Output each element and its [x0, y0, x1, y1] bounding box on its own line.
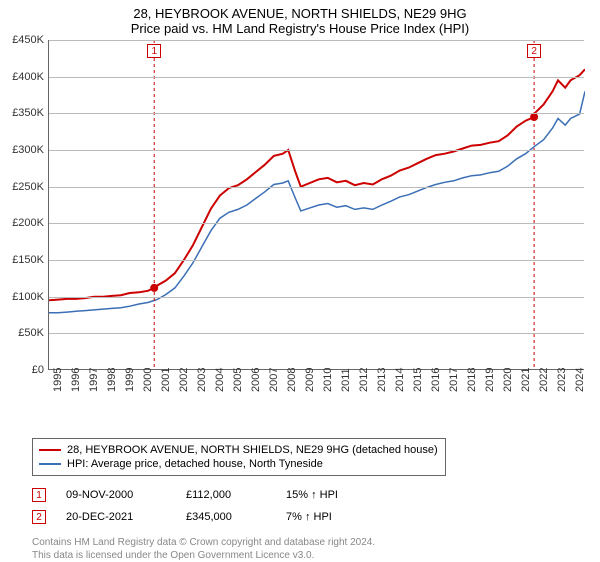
- chart-footer: 28, HEYBROOK AVENUE, NORTH SHIELDS, NE29…: [32, 438, 576, 562]
- series-blue: [49, 91, 585, 312]
- x-axis-label: 2022: [538, 374, 550, 392]
- transaction-hpi: 7% ↑ HPI: [286, 511, 366, 523]
- x-axis-label: 2015: [412, 374, 424, 392]
- x-axis-label: 2023: [556, 374, 568, 392]
- transaction-price: £345,000: [186, 511, 266, 523]
- y-axis-label: £50K: [0, 327, 44, 339]
- x-axis-label: 2008: [286, 374, 298, 392]
- y-axis-label: £150K: [0, 254, 44, 266]
- x-axis-label: 1995: [52, 374, 64, 392]
- x-axis-label: 2000: [142, 374, 154, 392]
- y-axis-label: £200K: [0, 217, 44, 229]
- chart-area: 12 £0£50K£100K£150K£200K£250K£300K£350K£…: [48, 40, 584, 392]
- chart-title-main: 28, HEYBROOK AVENUE, NORTH SHIELDS, NE29…: [0, 6, 600, 21]
- legend-swatch-blue: [39, 463, 61, 465]
- marker-number-box: 1: [147, 44, 161, 58]
- x-axis-label: 2007: [268, 374, 280, 392]
- chart-title-sub: Price paid vs. HM Land Registry's House …: [0, 21, 600, 36]
- x-axis-label: 2003: [196, 374, 208, 392]
- y-axis-label: £0: [0, 364, 44, 376]
- y-axis-label: £300K: [0, 144, 44, 156]
- x-axis-label: 2009: [304, 374, 316, 392]
- x-axis-label: 2017: [448, 374, 460, 392]
- y-axis-label: £400K: [0, 71, 44, 83]
- x-axis-label: 2012: [358, 374, 370, 392]
- attribution-line2: This data is licensed under the Open Gov…: [32, 549, 576, 562]
- transaction-marker-box: 2: [32, 510, 46, 524]
- x-axis-label: 2010: [322, 374, 334, 392]
- chart-title-block: 28, HEYBROOK AVENUE, NORTH SHIELDS, NE29…: [0, 0, 600, 36]
- legend-row-red: 28, HEYBROOK AVENUE, NORTH SHIELDS, NE29…: [39, 443, 439, 457]
- legend-label-red: 28, HEYBROOK AVENUE, NORTH SHIELDS, NE29…: [67, 444, 438, 456]
- x-axis-label: 2024: [574, 374, 586, 392]
- x-axis-label: 2002: [178, 374, 190, 392]
- chart-lines-svg: [49, 40, 585, 370]
- x-axis-label: 1997: [88, 374, 100, 392]
- legend-box: 28, HEYBROOK AVENUE, NORTH SHIELDS, NE29…: [32, 438, 446, 476]
- marker-dot: [150, 284, 158, 292]
- y-axis-label: £250K: [0, 181, 44, 193]
- transaction-hpi: 15% ↑ HPI: [286, 489, 366, 501]
- x-axis-label: 2006: [250, 374, 262, 392]
- x-axis-label: 2021: [520, 374, 532, 392]
- y-axis-label: £350K: [0, 107, 44, 119]
- x-axis-label: 2014: [394, 374, 406, 392]
- x-axis-label: 2005: [232, 374, 244, 392]
- legend-swatch-red: [39, 449, 61, 451]
- x-axis-label: 1998: [106, 374, 118, 392]
- y-axis-label: £450K: [0, 34, 44, 46]
- x-axis-label: 2001: [160, 374, 172, 392]
- attribution-line1: Contains HM Land Registry data © Crown c…: [32, 536, 576, 549]
- x-axis-label: 1999: [124, 374, 136, 392]
- transaction-marker-box: 1: [32, 488, 46, 502]
- transaction-row: 2 20-DEC-2021 £345,000 7% ↑ HPI: [32, 506, 576, 528]
- y-axis-label: £100K: [0, 291, 44, 303]
- marker-number-box: 2: [527, 44, 541, 58]
- x-axis-label: 1996: [70, 374, 82, 392]
- x-axis-label: 2018: [466, 374, 478, 392]
- x-axis-label: 2011: [340, 374, 352, 392]
- x-axis-label: 2016: [430, 374, 442, 392]
- series-red: [49, 69, 585, 300]
- transaction-table: 1 09-NOV-2000 £112,000 15% ↑ HPI 2 20-DE…: [32, 484, 576, 528]
- transaction-date: 20-DEC-2021: [66, 511, 166, 523]
- transaction-date: 09-NOV-2000: [66, 489, 166, 501]
- legend-label-blue: HPI: Average price, detached house, Nort…: [67, 458, 323, 470]
- x-axis-label: 2020: [502, 374, 514, 392]
- x-axis-label: 2004: [214, 374, 226, 392]
- plot-area: 12: [48, 40, 584, 370]
- attribution-text: Contains HM Land Registry data © Crown c…: [32, 536, 576, 562]
- transaction-price: £112,000: [186, 489, 266, 501]
- x-axis-label: 2013: [376, 374, 388, 392]
- legend-row-blue: HPI: Average price, detached house, Nort…: [39, 457, 439, 471]
- transaction-row: 1 09-NOV-2000 £112,000 15% ↑ HPI: [32, 484, 576, 506]
- x-axis-label: 2019: [484, 374, 496, 392]
